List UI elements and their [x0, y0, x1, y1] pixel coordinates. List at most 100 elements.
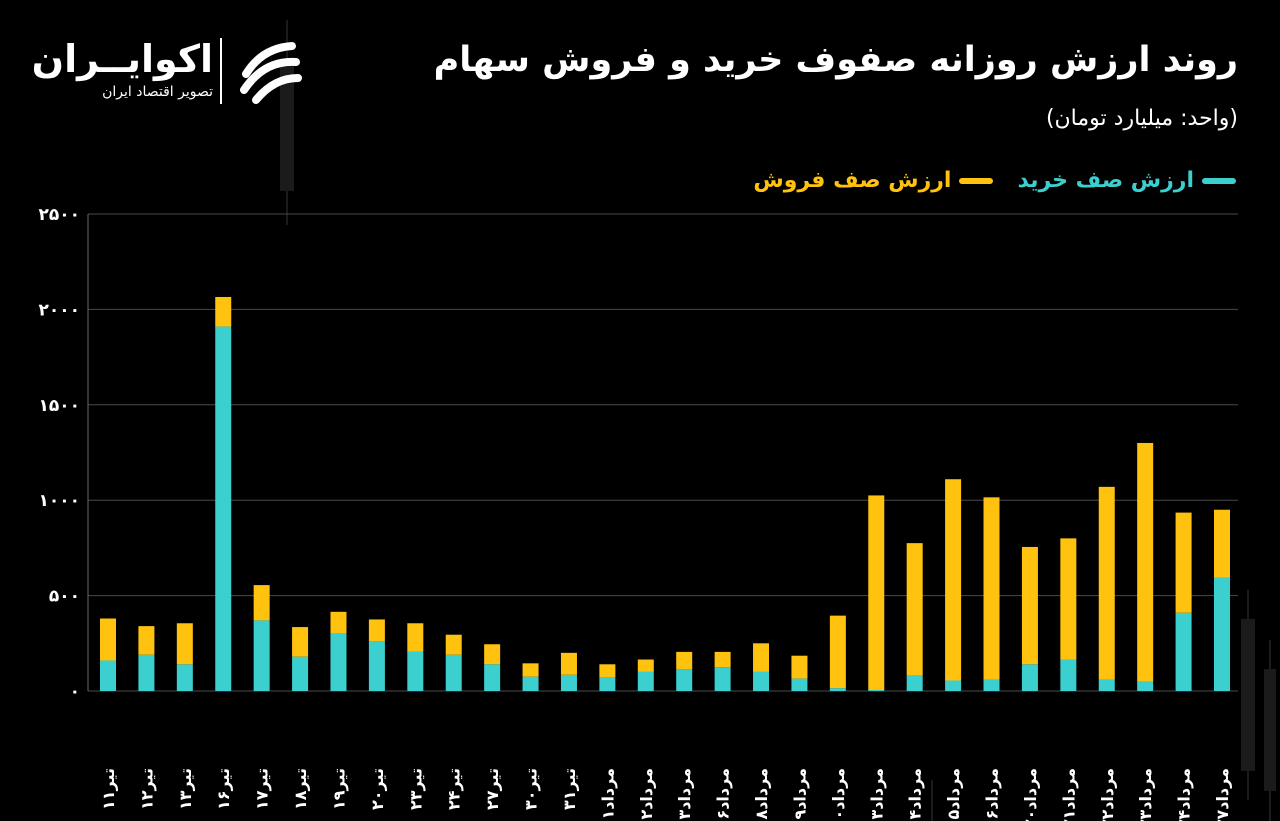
bar-buy: [676, 669, 693, 691]
y-tick-label: ۲۰۰۰: [38, 300, 80, 320]
x-tick-label: مرداد۲۴: [1175, 768, 1194, 821]
x-tick-label: مرداد۶: [714, 768, 733, 820]
bar-buy: [1137, 681, 1154, 691]
x-tick-label: تیر۲۷: [483, 768, 502, 810]
bar-sell: [676, 651, 693, 670]
bar-sell: [829, 615, 846, 689]
y-tick-label: ۵۰۰: [49, 587, 80, 607]
bar-sell: [445, 634, 462, 655]
bar-buy: [292, 656, 309, 691]
bar-sell: [599, 664, 616, 678]
bar-buy: [983, 679, 1000, 691]
x-tick-label: مرداد۲۰: [1021, 768, 1040, 821]
brand-tagline: تصویر اقتصاد ایران: [102, 84, 213, 100]
x-tick-label: تیر۲۰: [368, 768, 387, 810]
bar-sell: [484, 644, 501, 665]
bar-sell: [906, 543, 923, 676]
bar-buy: [522, 676, 539, 691]
bar-sell: [292, 627, 309, 657]
x-tick-label: مرداد۱: [598, 768, 617, 820]
chart-title: روند ارزش روزانه صفوف خرید و فروش سهام: [433, 40, 1238, 80]
legend-swatch-buy: [1202, 177, 1236, 184]
bar-sell: [1060, 538, 1077, 660]
x-tick-label: مرداد۱۵: [944, 768, 963, 821]
bar-sell: [1137, 442, 1154, 682]
bar-buy: [100, 660, 116, 691]
x-tick-label: مرداد۱۶: [983, 768, 1002, 821]
x-tick-label: تیر۱۷: [253, 768, 272, 810]
bar-buy: [599, 677, 616, 691]
bar-sell: [1175, 512, 1192, 613]
x-tick-label: مرداد۹: [790, 768, 809, 820]
y-tick-label: ۱۵۰۰: [38, 396, 80, 416]
bar-buy: [1214, 577, 1230, 691]
bar-sell: [253, 585, 270, 621]
bar-buy: [407, 651, 424, 691]
legend-swatch-sell: [959, 177, 994, 184]
chart-subtitle: (واحد: میلیارد تومان): [1045, 106, 1238, 131]
bar-sell: [1214, 509, 1230, 578]
bar-sell: [560, 652, 577, 675]
bar-buy: [484, 664, 501, 691]
bar-sell: [637, 659, 654, 672]
x-tick-label: تیر۱۳: [176, 768, 195, 810]
bar-buy: [1060, 659, 1077, 691]
x-tick-label: مرداد۲۳: [1136, 768, 1155, 821]
bar-buy: [637, 671, 654, 691]
x-tick-label: مرداد۲۲: [1098, 768, 1117, 821]
bar-buy: [791, 678, 808, 691]
bar-buy: [1098, 679, 1115, 691]
bar-sell: [868, 495, 885, 691]
x-tick-label: تیر۱۲: [137, 768, 156, 810]
x-tick-label: تیر۳۰: [522, 768, 541, 810]
chart-legend: ارزش صف خرید ارزش صف فروش: [753, 168, 1236, 193]
bar-buy: [560, 674, 577, 691]
bar-sell: [753, 643, 770, 672]
x-tick-label: مرداد۳: [675, 768, 694, 820]
bar-buy: [330, 633, 347, 691]
bar-sell: [138, 626, 155, 655]
x-tick-label: مرداد۱۴: [906, 768, 925, 821]
ecoiran-logo-icon: [240, 42, 302, 104]
legend-item-buy: ارزش صف خرید: [1017, 168, 1236, 193]
bar-sell: [945, 479, 962, 681]
brand-name: اکوایــران: [31, 37, 213, 81]
bar-sell: [100, 618, 116, 661]
x-tick-label: مرداد۸: [752, 768, 771, 820]
bar-sell: [368, 619, 385, 642]
bar-sell: [1098, 486, 1115, 680]
legend-label-buy: ارزش صف خرید: [1017, 168, 1194, 193]
bar-buy: [253, 620, 270, 691]
legend-item-sell: ارزش صف فروش: [753, 168, 994, 193]
y-tick-label: ۲۵۰۰: [38, 205, 80, 225]
bar-sell: [714, 651, 731, 668]
brand-logo: اکوایــران تصویر اقتصاد ایران: [31, 34, 313, 109]
bar-buy: [215, 326, 232, 691]
x-tick-label: تیر۱۱: [99, 768, 118, 810]
bar-buy: [714, 667, 731, 691]
bar-buy: [445, 654, 462, 691]
y-tick-label: ۱۰۰۰: [38, 491, 80, 511]
x-tick-label: تیر۳۱: [560, 768, 579, 810]
bar-sell: [983, 497, 1000, 680]
x-tick-label: تیر۲۳: [406, 768, 425, 810]
x-tick-label: مرداد۱۳: [867, 768, 886, 821]
bar-sell: [330, 611, 347, 634]
bar-sell: [791, 655, 808, 679]
bar-sell: [215, 296, 232, 327]
bar-sell: [1021, 546, 1038, 665]
bar-buy: [138, 654, 155, 691]
bar-buy: [868, 690, 885, 691]
x-tick-label: مرداد۱۰: [829, 768, 848, 821]
bar-sell: [176, 623, 193, 665]
y-tick-label: ۰: [70, 682, 80, 702]
bar-sell: [407, 623, 424, 652]
x-tick-label: تیر۱۸: [291, 768, 310, 810]
bar-buy: [368, 641, 385, 691]
x-tick-label: تیر۱۹: [329, 768, 348, 810]
bar-buy: [753, 671, 770, 691]
x-tick-label: تیر۱۶: [214, 768, 233, 810]
x-tick-label: مرداد۲۷: [1213, 768, 1232, 821]
bar-buy: [945, 680, 962, 691]
bar-buy: [1175, 612, 1192, 691]
